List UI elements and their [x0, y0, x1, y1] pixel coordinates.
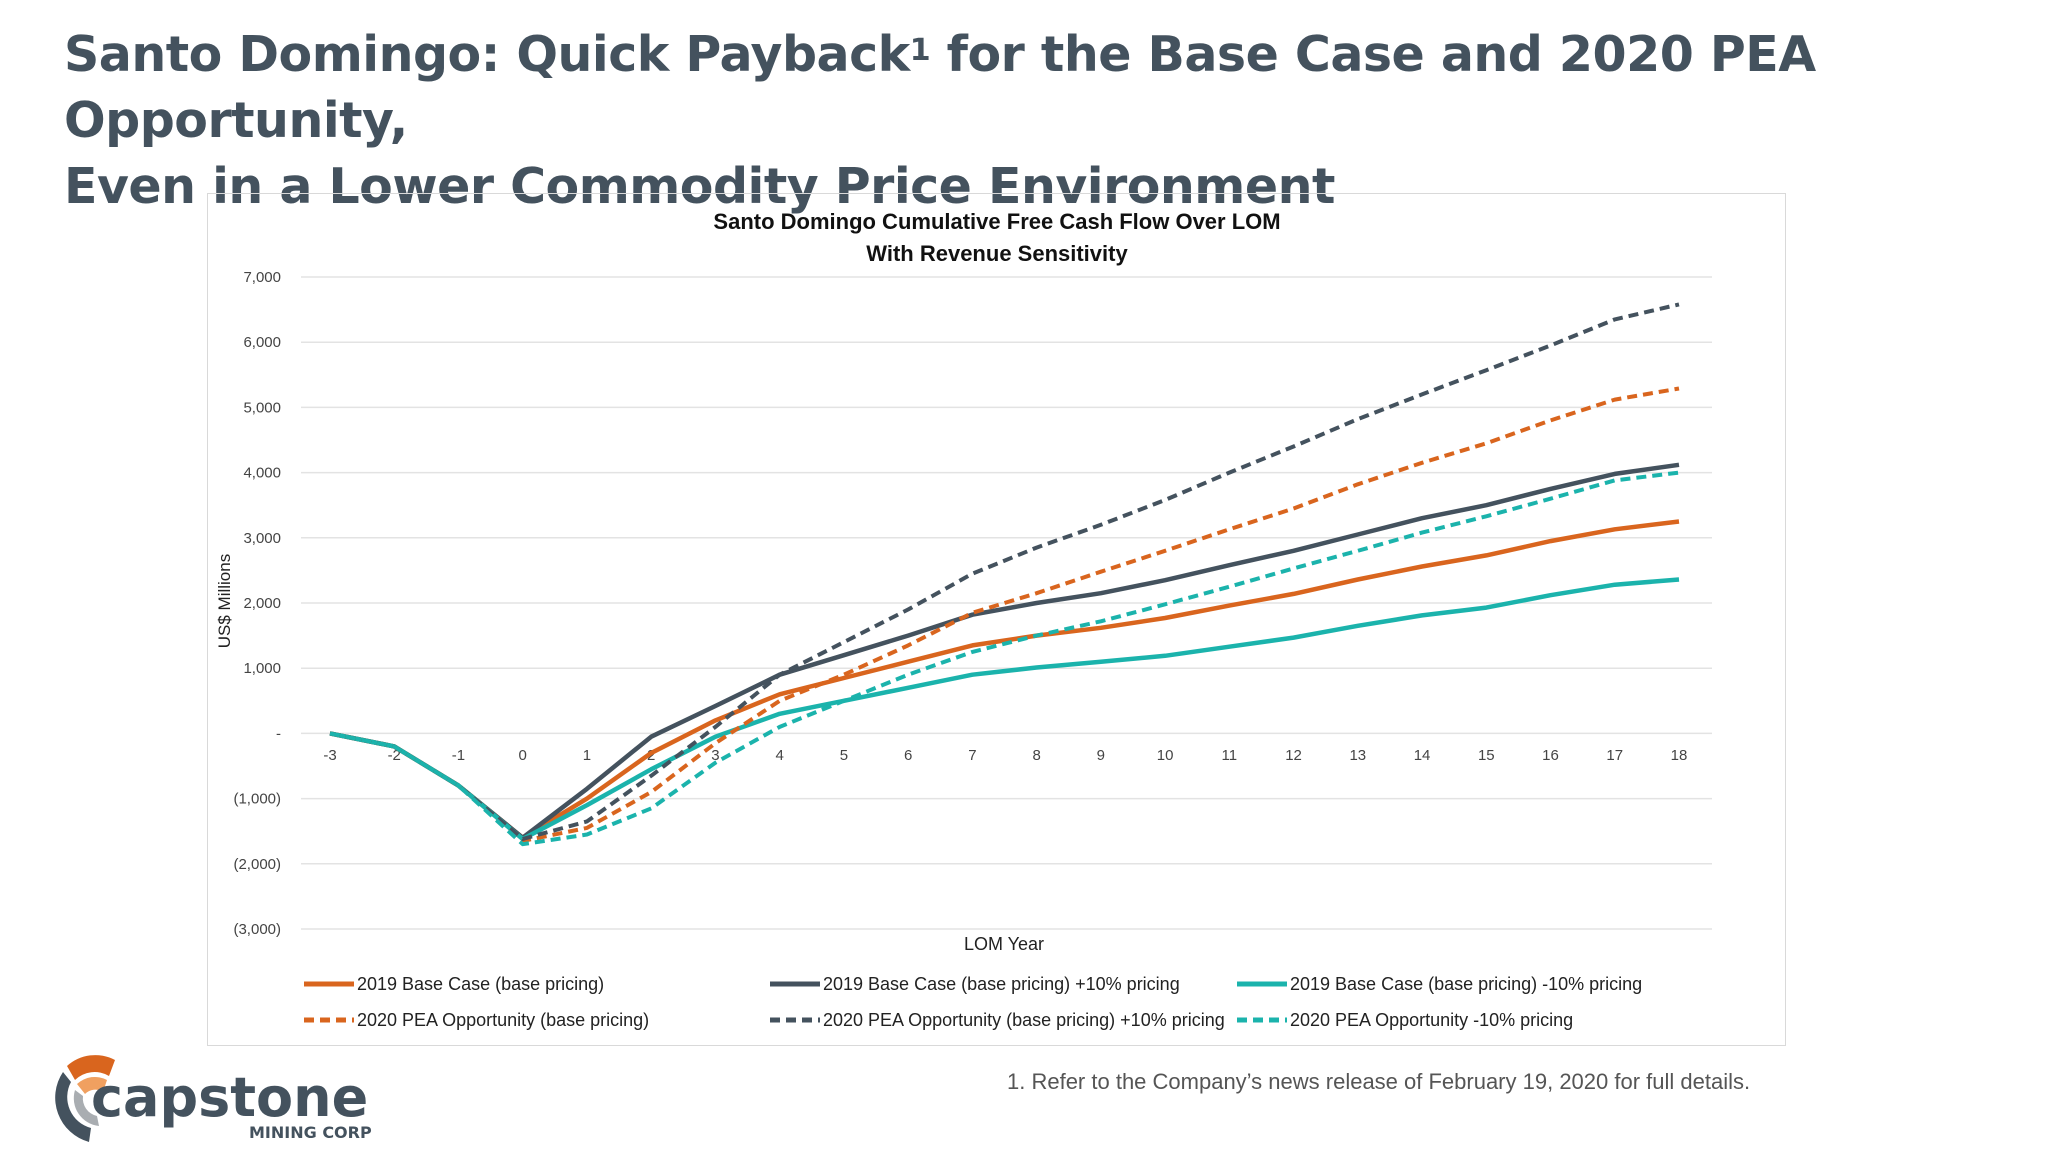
- x-tick-label: 6: [904, 747, 912, 764]
- x-tick-label: 11: [1222, 747, 1238, 764]
- title-line-2: Even in a Lower Commodity Price Environm…: [64, 158, 1335, 215]
- x-tick-label: -2: [388, 747, 401, 764]
- series-line: [329, 470, 1680, 847]
- series-line: [329, 386, 1680, 843]
- y-tick-label: 7,000: [243, 269, 281, 286]
- x-tick-label: 10: [1157, 747, 1174, 764]
- x-tick-label: 5: [840, 747, 848, 764]
- y-tick-label: 1,000: [243, 660, 281, 677]
- x-tick-label: 12: [1285, 747, 1302, 764]
- x-tick-label: 17: [1606, 747, 1623, 764]
- series-line: [329, 577, 1680, 842]
- y-tick-label: 6,000: [243, 334, 281, 351]
- x-tick-label: 13: [1349, 747, 1366, 764]
- title-text: Santo Domingo: Quick Payback: [64, 26, 910, 83]
- series-line: [329, 462, 1680, 840]
- x-tick-label: -3: [323, 747, 336, 764]
- legend-label: 2019 Base Case (base pricing) -10% prici…: [1290, 974, 1642, 994]
- x-axis-label: LOM Year: [964, 934, 1044, 954]
- chart-subtitle: With Revenue Sensitivity: [866, 241, 1128, 266]
- chart-title: Santo Domingo Cumulative Free Cash Flow …: [713, 209, 1280, 234]
- svg-text:capstone: capstone: [91, 1066, 368, 1129]
- y-tick-label: 3,000: [243, 530, 281, 547]
- y-tick-label: -: [276, 725, 281, 742]
- series-line: [329, 519, 1680, 840]
- x-tick-label: 16: [1542, 747, 1559, 764]
- y-tick-label: (1,000): [233, 791, 281, 808]
- x-tick-label: 9: [1097, 747, 1105, 764]
- x-tick-label: 0: [519, 747, 527, 764]
- x-tick-label: 3: [711, 747, 719, 764]
- x-tick-label: -1: [452, 747, 465, 764]
- title-text: for the Base Case and 2020 PEA Opportuni…: [64, 26, 1816, 149]
- svg-text:MINING CORP: MINING CORP: [249, 1123, 372, 1142]
- x-tick-label: 8: [1032, 747, 1040, 764]
- y-tick-label: 2,000: [243, 595, 281, 612]
- legend-label: 2019 Base Case (base pricing) +10% prici…: [823, 974, 1180, 994]
- footnote: 1. Refer to the Company’s news release o…: [1007, 1069, 1751, 1094]
- x-tick-label: 4: [775, 747, 783, 764]
- y-tick-label: 5,000: [243, 399, 281, 416]
- y-tick-label: (3,000): [233, 921, 281, 938]
- series-line: [329, 302, 1680, 841]
- slide-title: Santo Domingo: Quick Payback1 for the Ba…: [64, 22, 2048, 220]
- y-tick-label: 4,000: [243, 465, 281, 482]
- legend-label: 2020 PEA Opportunity (base pricing): [357, 1010, 649, 1030]
- legend-label: 2020 PEA Opportunity -10% pricing: [1290, 1010, 1573, 1030]
- chart-frame: [207, 193, 1786, 1046]
- legend-label: 2020 PEA Opportunity (base pricing) +10%…: [823, 1010, 1225, 1030]
- y-axis-label: US$ Millions: [215, 554, 234, 648]
- capstone-logo: capstone MINING CORP: [55, 1055, 372, 1142]
- x-tick-label: 15: [1478, 747, 1495, 764]
- y-tick-label: (2,000): [233, 856, 281, 873]
- legend-label: 2019 Base Case (base pricing): [357, 974, 604, 994]
- x-tick-label: 7: [968, 747, 976, 764]
- footnote-marker: 1: [909, 33, 931, 68]
- x-tick-label: 1: [583, 747, 591, 764]
- x-tick-label: 14: [1414, 747, 1431, 764]
- x-tick-label: 18: [1671, 747, 1688, 764]
